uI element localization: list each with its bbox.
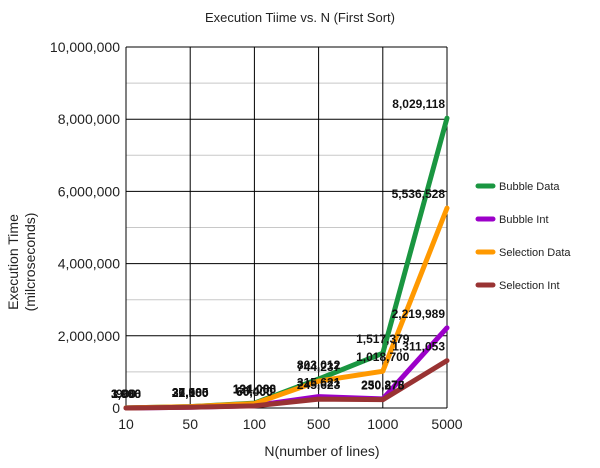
- legend-label-bubble-int: Bubble Int: [499, 214, 549, 226]
- y-tick-label: 10,000,000: [50, 39, 120, 55]
- legend: Bubble Data Bubble Int Selection Data Selec…: [475, 181, 571, 292]
- selection-int-line: [123, 358, 450, 411]
- bubble-int-data-label: 66,400: [236, 385, 273, 399]
- bubble-data-data-label: 37,985: [172, 386, 209, 400]
- legend-label-selection-int: Selection Int: [499, 280, 560, 292]
- bubble-data-data-label: 803,012: [297, 358, 341, 372]
- chart-title: Execution Tiime vs. N (First Sort): [205, 10, 395, 25]
- x-tick-label: 5000: [431, 416, 462, 432]
- selection-int-data-label: 21,000: [172, 386, 209, 400]
- legend-label-selection-data: Selection Data: [499, 247, 571, 259]
- legend-label-bubble-data: Bubble Data: [499, 181, 560, 193]
- selection-data-data-label: 1,018,700: [356, 350, 410, 364]
- bubble-int-data-label: 315,621: [297, 376, 341, 390]
- x-tick-label: 1000: [367, 416, 398, 432]
- axes: 0 2,000,000 4,000,000 6,000,000 8,000,000 10,…: [50, 39, 463, 432]
- bubble-data-data-label: 134,088: [233, 382, 277, 396]
- selection-int-data-label: 1,311,053: [392, 340, 445, 354]
- x-tick-label: 10: [118, 416, 134, 432]
- x-axis-label: N(number of lines): [264, 443, 379, 459]
- bubble-data-data-label: 8,029,118: [392, 97, 445, 111]
- selection-data-data-label: 3,900: [111, 387, 141, 401]
- series-lines: [123, 115, 450, 411]
- data-labels: 3,966 37,985 134,088 803,012 1,517,379 8,029,…: [111, 97, 445, 401]
- x-tick-label: 500: [307, 416, 331, 432]
- selection-data-data-label: 36,500: [172, 386, 209, 400]
- selection-data-data-label: 744,237: [297, 360, 341, 374]
- y-tick-label: 4,000,000: [58, 256, 120, 272]
- y-tick-label: 2,000,000: [58, 328, 120, 344]
- selection-int-data-label: 230,275: [361, 379, 405, 393]
- selection-data-data-label: 121,000: [233, 383, 277, 397]
- selection-int-data-label: 245,623: [297, 378, 341, 392]
- y-axis-label-line1: Execution Time: [5, 214, 21, 310]
- grid: [125, 46, 448, 409]
- selection-int-data-label: 900: [116, 387, 136, 401]
- x-tick-label: 50: [182, 416, 198, 432]
- y-tick-label: 8,000,000: [58, 111, 120, 127]
- y-tick-label: 0: [112, 400, 120, 416]
- bubble-int-data-label: 22,100: [172, 386, 209, 400]
- selection-int-data-label: 60,000: [236, 385, 273, 399]
- bubble-data-data-label: 1,517,379: [356, 332, 410, 346]
- y-axis-label-line2: (milcroseconds): [22, 213, 38, 312]
- bubble-data-data-label: 3,966: [111, 387, 141, 401]
- bubble-int-data-label: 250,878: [361, 378, 405, 392]
- bubble-int-data-label: 1,000: [111, 387, 141, 401]
- x-tick-label: 100: [243, 416, 267, 432]
- selection-data-data-label: 5,536,528: [392, 187, 446, 201]
- bubble-data-line: [123, 115, 450, 411]
- y-tick-label: 6,000,000: [58, 183, 120, 199]
- bubble-int-data-label: 2,219,989: [392, 307, 446, 321]
